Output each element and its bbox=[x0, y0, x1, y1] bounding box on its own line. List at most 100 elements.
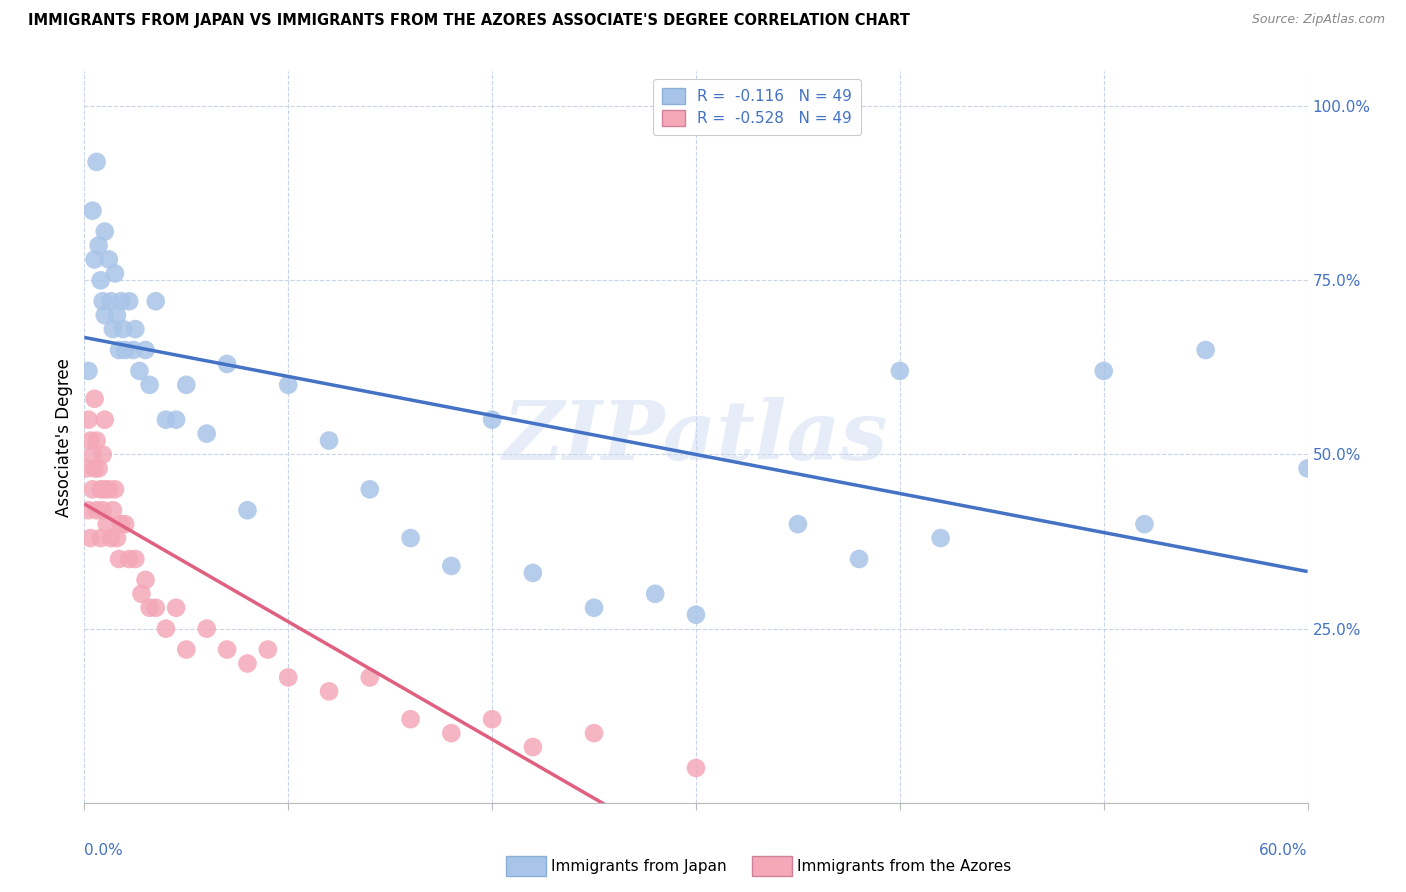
Point bbox=[93, 225, 115, 239]
Point bbox=[217, 357, 239, 371]
Point bbox=[399, 712, 422, 726]
Point bbox=[399, 531, 422, 545]
Point bbox=[644, 587, 666, 601]
Point bbox=[77, 364, 100, 378]
Point bbox=[118, 552, 141, 566]
Point bbox=[145, 600, 167, 615]
Point bbox=[82, 203, 104, 218]
Point bbox=[195, 426, 218, 441]
Point bbox=[83, 252, 105, 267]
Point bbox=[155, 622, 177, 636]
Point bbox=[359, 483, 381, 497]
Point bbox=[82, 448, 104, 462]
Point bbox=[105, 308, 128, 322]
Point bbox=[96, 517, 118, 532]
Point bbox=[138, 377, 160, 392]
Point bbox=[155, 412, 177, 426]
Point bbox=[104, 266, 127, 280]
Point bbox=[83, 461, 105, 475]
Point bbox=[87, 238, 110, 252]
Point bbox=[90, 483, 112, 497]
Point bbox=[236, 657, 259, 671]
Point bbox=[440, 726, 463, 740]
Point bbox=[236, 503, 259, 517]
Point bbox=[583, 600, 606, 615]
Point bbox=[77, 503, 100, 517]
Point bbox=[82, 483, 104, 497]
Point bbox=[1195, 343, 1218, 357]
Point bbox=[481, 712, 503, 726]
Point bbox=[93, 412, 115, 426]
Point bbox=[135, 343, 157, 357]
Point bbox=[79, 434, 101, 448]
Point bbox=[929, 531, 952, 545]
Point bbox=[91, 448, 114, 462]
Point bbox=[110, 294, 132, 309]
Point bbox=[108, 552, 131, 566]
Point bbox=[848, 552, 870, 566]
Point bbox=[174, 377, 197, 392]
Point bbox=[118, 294, 141, 309]
Point bbox=[122, 343, 145, 357]
Point bbox=[787, 517, 810, 532]
Point bbox=[87, 461, 110, 475]
Point bbox=[257, 642, 280, 657]
Point bbox=[97, 252, 120, 267]
Point bbox=[91, 294, 114, 309]
Text: 0.0%: 0.0% bbox=[84, 843, 124, 858]
Point bbox=[217, 642, 239, 657]
Text: Immigrants from Japan: Immigrants from Japan bbox=[551, 859, 727, 873]
Point bbox=[86, 503, 108, 517]
Point bbox=[277, 670, 299, 684]
Point bbox=[124, 322, 146, 336]
Text: Immigrants from the Azores: Immigrants from the Azores bbox=[797, 859, 1011, 873]
Point bbox=[91, 503, 114, 517]
Y-axis label: Associate's Degree: Associate's Degree bbox=[55, 358, 73, 516]
Point bbox=[114, 517, 136, 532]
Point bbox=[685, 607, 707, 622]
Point bbox=[195, 622, 218, 636]
Point bbox=[1296, 461, 1319, 475]
Point bbox=[93, 308, 115, 322]
Point bbox=[277, 377, 299, 392]
Point bbox=[90, 273, 112, 287]
Point bbox=[110, 517, 132, 532]
Point bbox=[86, 434, 108, 448]
Point bbox=[97, 483, 120, 497]
Point bbox=[77, 412, 100, 426]
Point bbox=[83, 392, 105, 406]
Point bbox=[1133, 517, 1156, 532]
Point bbox=[522, 740, 544, 755]
Text: 60.0%: 60.0% bbox=[1260, 843, 1308, 858]
Point bbox=[135, 573, 157, 587]
Text: Source: ZipAtlas.com: Source: ZipAtlas.com bbox=[1251, 13, 1385, 27]
Point bbox=[100, 294, 122, 309]
Legend: R =  -0.116   N = 49, R =  -0.528   N = 49: R = -0.116 N = 49, R = -0.528 N = 49 bbox=[652, 79, 862, 136]
Point bbox=[1092, 364, 1115, 378]
Point bbox=[104, 483, 127, 497]
Point bbox=[128, 364, 150, 378]
Point bbox=[583, 726, 606, 740]
Point bbox=[114, 343, 136, 357]
Text: IMMIGRANTS FROM JAPAN VS IMMIGRANTS FROM THE AZORES ASSOCIATE'S DEGREE CORRELATI: IMMIGRANTS FROM JAPAN VS IMMIGRANTS FROM… bbox=[28, 13, 910, 29]
Text: ZIPatlas: ZIPatlas bbox=[503, 397, 889, 477]
Point bbox=[165, 600, 187, 615]
Point bbox=[685, 761, 707, 775]
Point bbox=[108, 343, 131, 357]
Point bbox=[174, 642, 197, 657]
Point bbox=[86, 155, 108, 169]
Point bbox=[101, 503, 124, 517]
Point bbox=[481, 412, 503, 426]
Point bbox=[165, 412, 187, 426]
Point bbox=[105, 531, 128, 545]
Point bbox=[359, 670, 381, 684]
Point bbox=[90, 531, 112, 545]
Point bbox=[75, 461, 97, 475]
Point bbox=[145, 294, 167, 309]
Point bbox=[138, 600, 160, 615]
Point bbox=[79, 531, 101, 545]
Point bbox=[93, 483, 115, 497]
Point bbox=[318, 684, 340, 698]
Point bbox=[440, 558, 463, 573]
Point bbox=[124, 552, 146, 566]
